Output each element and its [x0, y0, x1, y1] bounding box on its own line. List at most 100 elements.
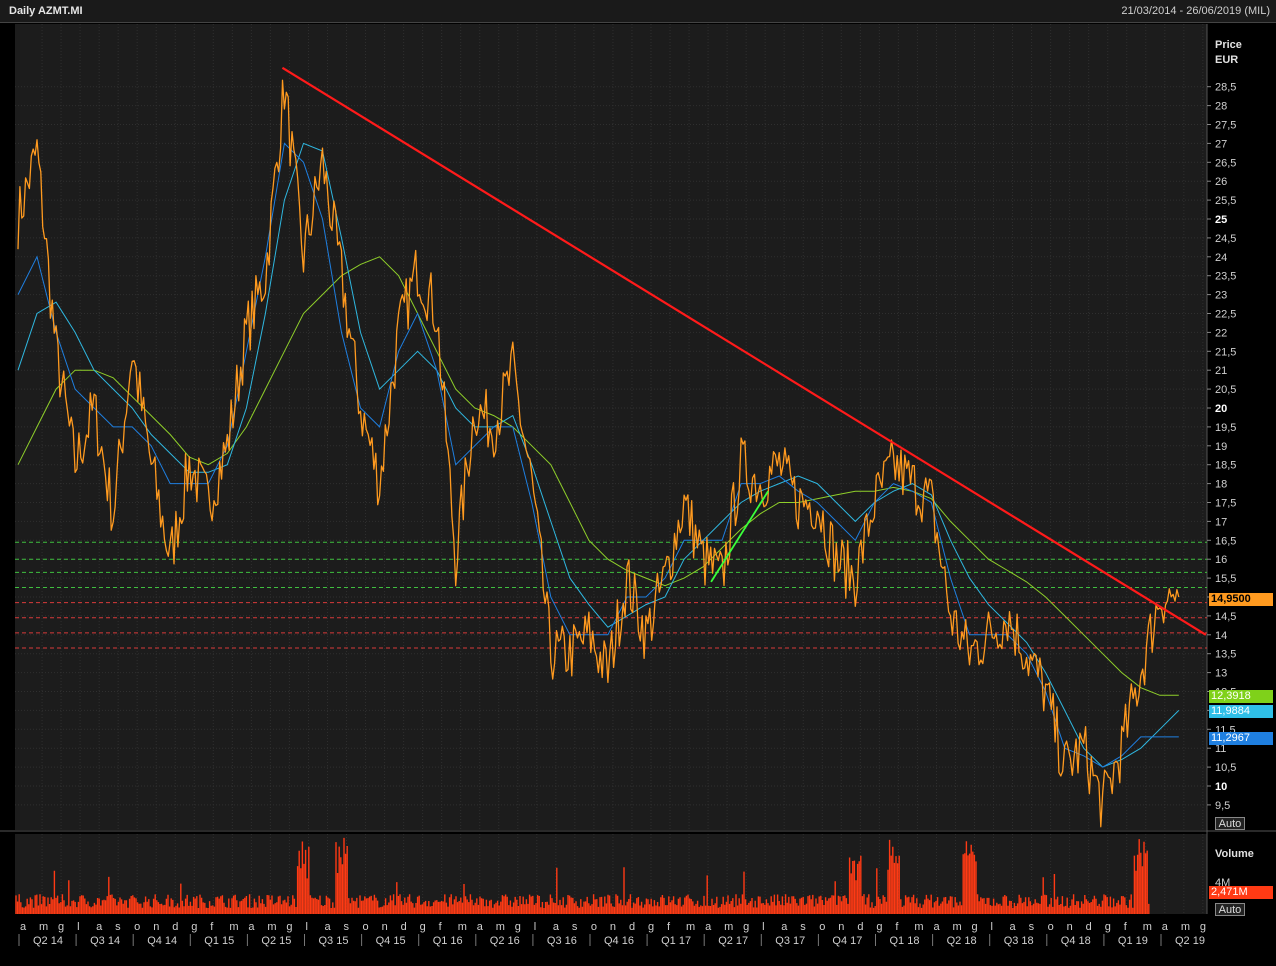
month-label: m	[952, 921, 961, 933]
month-label: a	[324, 921, 331, 933]
ma-mid-line	[17, 142, 1180, 768]
quarter-label: Q2 19	[1175, 935, 1205, 947]
ma-long-tag: 12,3918	[1209, 690, 1273, 703]
quarter-label: Q3 18	[1004, 935, 1034, 947]
month-label: m	[39, 921, 48, 933]
price-tick-label: 28	[1215, 101, 1227, 113]
quarter-label: Q2 17	[718, 935, 748, 947]
price-tick-label: 9,5	[1215, 800, 1230, 812]
month-label: a	[1162, 921, 1169, 933]
uptrend-line	[710, 490, 769, 583]
resistance-trendline	[281, 66, 1207, 636]
month-label: g	[1105, 921, 1111, 933]
price-auto-button[interactable]: Auto	[1215, 817, 1245, 830]
price-tick-label: 18	[1215, 479, 1227, 491]
price-axis-label: Price	[1215, 39, 1242, 51]
month-label: a	[553, 921, 560, 933]
month-label: n	[838, 921, 844, 933]
ma-short-tag: 11,2967	[1209, 732, 1273, 745]
price-tick-label: 18,5	[1215, 460, 1236, 472]
month-label: d	[172, 921, 178, 933]
month-label: o	[819, 921, 825, 933]
quarter-label: Q3 14	[90, 935, 120, 947]
month-label: m	[914, 921, 923, 933]
price-tick-label: 23,5	[1215, 271, 1236, 283]
month-label: l	[762, 921, 764, 933]
month-label: o	[134, 921, 140, 933]
quarter-label: Q1 15	[204, 935, 234, 947]
month-label: s	[115, 921, 121, 933]
quarter-label: Q1 18	[890, 935, 920, 947]
month-label: d	[1086, 921, 1092, 933]
quarter-label: Q2 16	[490, 935, 520, 947]
price-tick-label: 25	[1215, 214, 1227, 226]
month-label: g	[58, 921, 64, 933]
quarter-label: Q3 15	[319, 935, 349, 947]
month-label: o	[363, 921, 369, 933]
month-label: a	[477, 921, 484, 933]
price-tick-label: 15,5	[1215, 573, 1236, 585]
quarter-label: Q4 17	[832, 935, 862, 947]
month-label: f	[895, 921, 899, 933]
quarter-label: Q4 14	[147, 935, 177, 947]
month-label: m	[458, 921, 467, 933]
month-label: d	[401, 921, 407, 933]
month-label: n	[382, 921, 388, 933]
price-tick-label: 17,5	[1215, 498, 1236, 510]
price-tick-label: 19	[1215, 441, 1227, 453]
month-label: m	[1143, 921, 1152, 933]
month-label: a	[781, 921, 788, 933]
month-label: g	[286, 921, 292, 933]
month-label: a	[20, 921, 27, 933]
price-tick-label: 22	[1215, 327, 1227, 339]
quarter-label: Q4 15	[376, 935, 406, 947]
month-label: f	[667, 921, 671, 933]
ma-mid-tag: 11,9884	[1209, 705, 1273, 718]
month-label: l	[991, 921, 993, 933]
month-label: g	[648, 921, 654, 933]
month-label: n	[610, 921, 616, 933]
quarter-label: Q2 18	[947, 935, 977, 947]
price-tick-label: 23	[1215, 290, 1227, 302]
month-label: g	[972, 921, 978, 933]
price-tick-label: 17	[1215, 516, 1227, 528]
month-label: g	[876, 921, 882, 933]
price-tick-label: 11	[1215, 743, 1226, 755]
month-label: m	[496, 921, 505, 933]
month-label: m	[724, 921, 733, 933]
price-tick-label: 27,5	[1215, 120, 1236, 132]
price-tick-label: 13	[1215, 668, 1227, 680]
last-price-tag: 14,9500	[1209, 593, 1273, 606]
month-label: g	[743, 921, 749, 933]
month-label: s	[1029, 921, 1035, 933]
month-label: s	[572, 921, 578, 933]
price-tick-label: 19,5	[1215, 422, 1236, 434]
ma-short-line	[17, 142, 1179, 768]
quarter-label: Q2 15	[261, 935, 291, 947]
price-tick-label: 20	[1215, 403, 1227, 415]
month-label: f	[210, 921, 214, 933]
price-tick-label: 24	[1215, 252, 1227, 264]
volume-auto-button[interactable]: Auto	[1215, 903, 1245, 916]
month-label: f	[1124, 921, 1128, 933]
price-tick-label: 26,5	[1215, 157, 1236, 169]
month-label: l	[534, 921, 536, 933]
price-tick-label: 16	[1215, 554, 1227, 566]
month-label: s	[344, 921, 350, 933]
month-label: o	[1048, 921, 1054, 933]
price-axis-unit: EUR	[1215, 54, 1239, 66]
month-label: g	[515, 921, 521, 933]
month-label: m	[267, 921, 276, 933]
price-tick-label: 14	[1215, 630, 1227, 642]
month-label: a	[1010, 921, 1017, 933]
month-label: g	[420, 921, 426, 933]
volume-axis-label: Volume	[1215, 848, 1254, 860]
month-label: a	[705, 921, 712, 933]
price-tick-label: 26	[1215, 176, 1227, 188]
price-tick-label: 25,5	[1215, 195, 1236, 207]
month-label: o	[591, 921, 597, 933]
date-range: 21/03/2014 - 26/06/2019 (MIL)	[1121, 5, 1270, 17]
ma-long-line	[17, 256, 1179, 696]
price-tick-label: 21	[1215, 365, 1227, 377]
